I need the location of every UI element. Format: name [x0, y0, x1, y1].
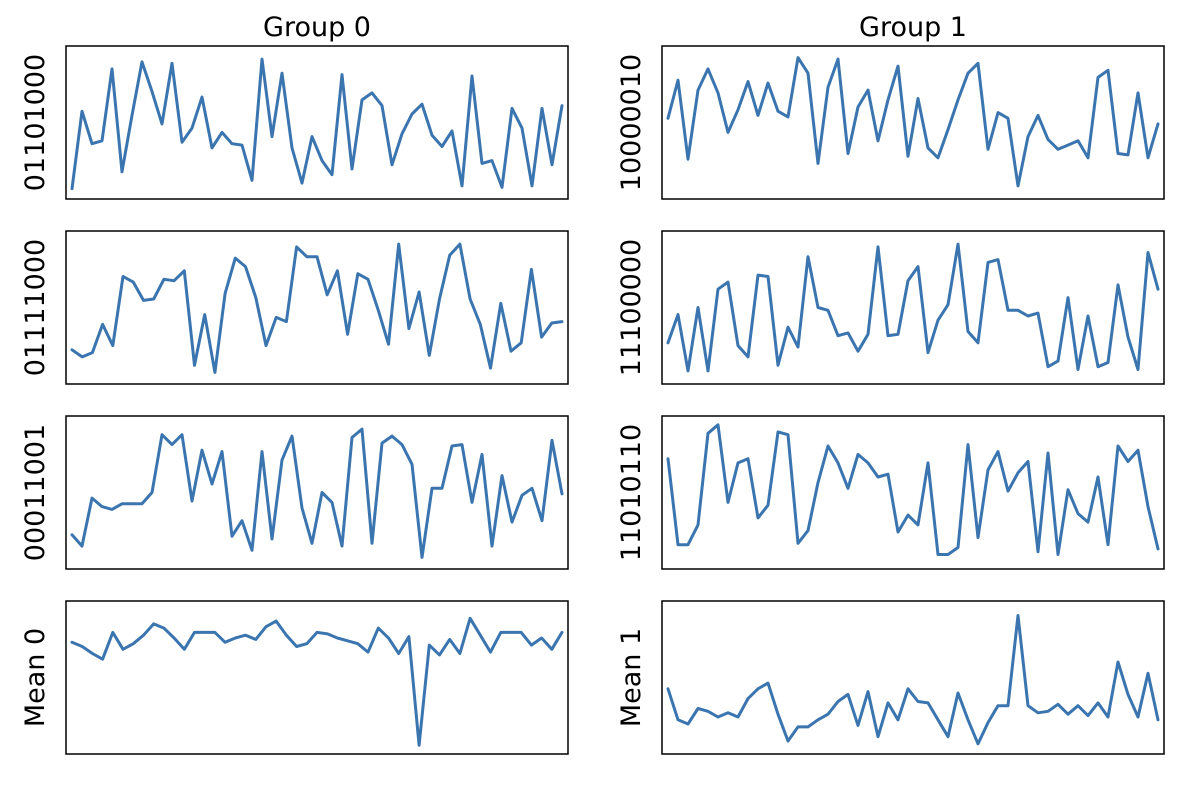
series-line-01101000: [70, 57, 564, 191]
series-line-11010110: [666, 423, 1160, 556]
column-title-group-1: Group 1: [859, 12, 967, 43]
panel-frame: [65, 600, 569, 755]
panel-frame: [661, 45, 1165, 200]
row-label-00011001: 00011001: [20, 424, 51, 561]
row-label-10000010: 10000010: [616, 54, 647, 191]
row-label-01101000: 01101000: [20, 54, 51, 191]
row-label-01111000: 01111000: [20, 239, 51, 376]
series-line-10000010: [666, 56, 1160, 188]
row-label-11100000: 11100000: [616, 239, 647, 376]
column-titles: Group 0 Group 1: [263, 12, 967, 43]
series-line-mean-1: [666, 614, 1160, 746]
series-line-mean-0: [70, 616, 564, 747]
panel-0-01101000: 01101000: [20, 45, 569, 200]
panel-frame: [661, 230, 1165, 385]
panel-1-11010110: 11010110: [616, 415, 1165, 570]
panel-1-11100000: 11100000: [616, 230, 1165, 385]
panel-1-10000010: 10000010: [616, 45, 1165, 200]
row-label-11010110: 11010110: [616, 424, 647, 561]
panel-frame: [661, 415, 1165, 570]
panel-frame: [65, 230, 569, 385]
row-label-mean-0: Mean 0: [20, 628, 51, 727]
panel-frame: [661, 600, 1165, 755]
panel-frame: [65, 45, 569, 200]
series-line-01111000: [70, 242, 564, 374]
panel-0-01111000: 01111000: [20, 230, 569, 385]
series-line-11100000: [666, 242, 1160, 373]
panels: 01101000 10000010 01111000 11100000 00011001…: [20, 45, 1165, 755]
panel-0-00011001: 00011001: [20, 415, 569, 570]
panel-0-mean-0: Mean 0: [20, 600, 569, 755]
panel-1-mean-1: Mean 1: [616, 600, 1165, 755]
series-line-00011001: [70, 427, 564, 559]
row-label-mean-1: Mean 1: [616, 628, 647, 727]
column-title-group-0: Group 0: [263, 12, 371, 43]
panel-frame: [65, 415, 569, 570]
